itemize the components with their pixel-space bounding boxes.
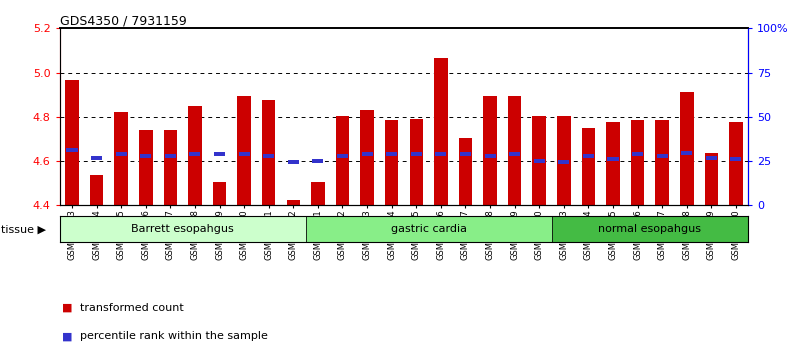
Bar [704, 153, 718, 205]
Bar [729, 122, 743, 205]
Bar [552, 216, 748, 242]
Bar [607, 157, 618, 161]
Bar [485, 154, 496, 158]
Bar [361, 153, 373, 156]
Bar [680, 92, 693, 205]
Bar [60, 216, 306, 242]
Bar [213, 182, 226, 205]
Bar [386, 153, 397, 156]
Bar [288, 160, 298, 164]
Bar [533, 116, 546, 205]
Bar [655, 120, 669, 205]
Text: GDS4350 / 7931159: GDS4350 / 7931159 [60, 14, 186, 27]
Bar [632, 153, 643, 156]
Bar [558, 160, 569, 164]
Bar [164, 130, 178, 205]
Bar [306, 216, 552, 242]
Bar [91, 156, 102, 160]
Text: normal esopahgus: normal esopahgus [599, 224, 701, 234]
Text: percentile rank within the sample: percentile rank within the sample [80, 331, 267, 341]
Bar [508, 96, 521, 205]
Bar [312, 159, 323, 163]
Bar [582, 128, 595, 205]
Bar [458, 138, 472, 205]
Bar [411, 153, 422, 156]
Bar [483, 96, 497, 205]
Bar [115, 153, 127, 156]
Bar [681, 152, 693, 155]
Bar [657, 154, 668, 158]
Text: tissue ▶: tissue ▶ [1, 224, 46, 234]
Bar [165, 154, 176, 158]
Bar [65, 80, 79, 205]
Bar [434, 58, 447, 205]
Bar [237, 96, 251, 205]
Bar [311, 182, 325, 205]
Bar [731, 157, 742, 161]
Bar [336, 116, 349, 205]
Text: ■: ■ [62, 303, 73, 313]
Bar [706, 156, 717, 160]
Text: transformed count: transformed count [80, 303, 183, 313]
Bar [287, 200, 300, 205]
Bar [533, 159, 544, 163]
Bar [139, 130, 153, 205]
Bar [409, 119, 423, 205]
Bar [90, 176, 103, 205]
Bar [214, 153, 225, 156]
Text: ■: ■ [62, 331, 73, 341]
Bar [239, 153, 250, 156]
Bar [509, 153, 520, 156]
Bar [115, 113, 128, 205]
Bar [583, 154, 594, 158]
Bar [189, 153, 201, 156]
Bar [262, 100, 275, 205]
Bar [337, 154, 348, 158]
Bar [385, 120, 399, 205]
Bar [460, 153, 471, 156]
Bar [188, 106, 201, 205]
Bar [607, 122, 620, 205]
Text: Barrett esopahgus: Barrett esopahgus [131, 224, 234, 234]
Bar [263, 154, 275, 158]
Bar [140, 154, 151, 158]
Bar [630, 120, 644, 205]
Bar [557, 116, 571, 205]
Bar [361, 110, 374, 205]
Bar [66, 148, 77, 152]
Text: gastric cardia: gastric cardia [391, 224, 466, 234]
Bar [435, 153, 447, 156]
